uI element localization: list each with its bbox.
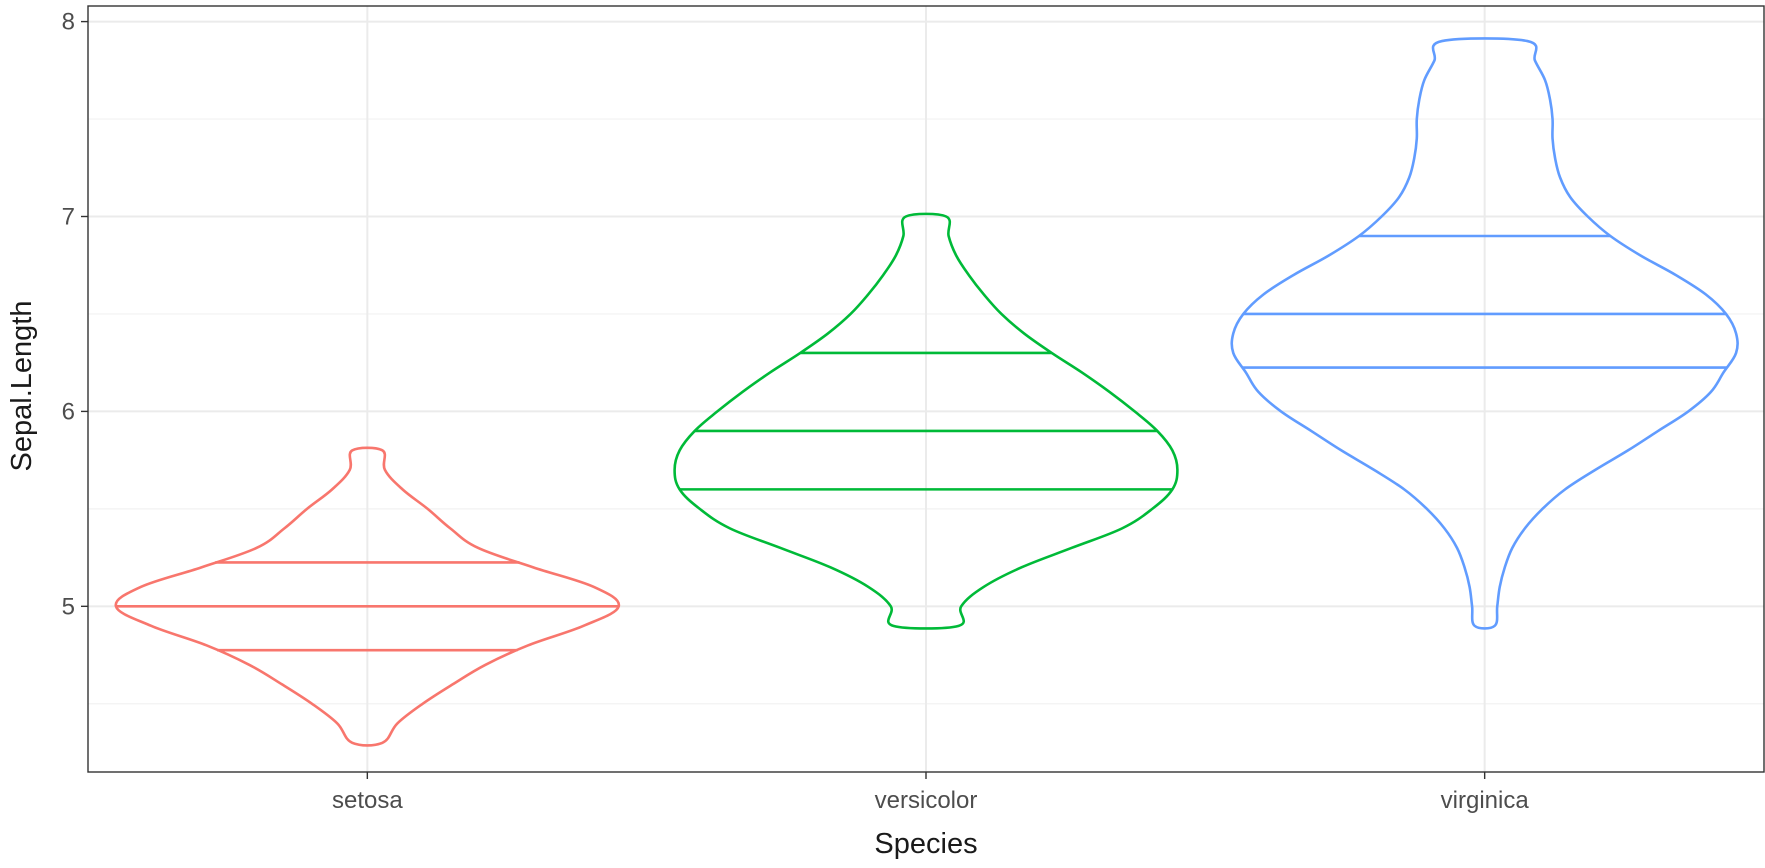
x-tick-label: versicolor	[875, 787, 978, 814]
x-tick-label: setosa	[332, 787, 403, 814]
axes: 5 6 7 8 setosa versicolor virginica	[62, 9, 1530, 814]
y-axis-title: Sepal.Length	[6, 301, 38, 472]
x-axis-title: Species	[874, 828, 977, 860]
x-tick-label: virginica	[1441, 787, 1530, 814]
y-tick-label: 5	[62, 593, 75, 620]
violins	[114, 37, 1739, 747]
grid-lines	[88, 6, 1764, 772]
y-tick-label: 8	[62, 9, 75, 36]
violin-versicolor	[673, 212, 1179, 630]
violin-virginica	[1230, 37, 1739, 630]
y-tick-label: 7	[62, 204, 75, 231]
violin-setosa	[114, 446, 621, 747]
y-tick-label: 6	[62, 398, 75, 425]
